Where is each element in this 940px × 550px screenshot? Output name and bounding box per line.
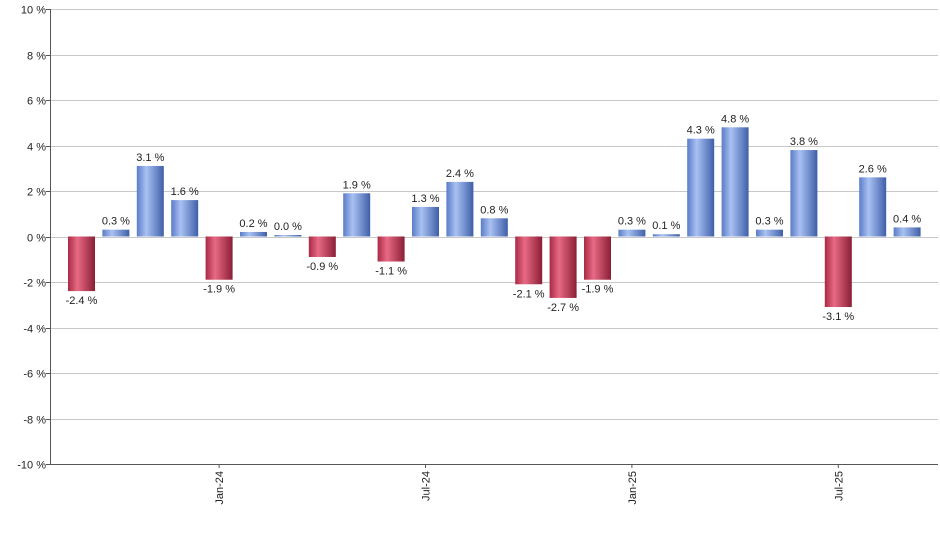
bar-Sep-24 <box>480 218 508 237</box>
data-label: -1.9 % <box>582 284 614 296</box>
data-label: 0.4 % <box>893 213 921 225</box>
bar-Aug-24 <box>446 181 474 237</box>
data-label: 0.8 % <box>480 204 508 216</box>
bar-Apr-24 <box>308 236 336 257</box>
bar-Aug-25 <box>859 177 887 237</box>
bar-Nov-24 <box>549 236 577 298</box>
bar-Dec-23 <box>171 200 199 237</box>
data-label: 0.0 % <box>274 221 302 233</box>
bar-Feb-24 <box>240 231 267 237</box>
y-tick-labels: 10 % 8 % 6 % 4 % 2 % 0 % -2 % -4 % -6 % -8 % -10 % <box>17 5 46 472</box>
bar-Jan-25 <box>618 229 646 237</box>
data-label: 2.4 % <box>446 168 474 180</box>
data-label: 1.6 % <box>171 186 199 198</box>
y-tick-label: 4 % <box>27 142 46 154</box>
gridlines <box>50 9 938 465</box>
bar-Feb-25 <box>652 234 680 237</box>
data-label: 4.3 % <box>687 125 715 137</box>
data-label: 0.3 % <box>618 216 646 228</box>
data-label: 0.3 % <box>102 216 130 228</box>
bar-Jul-25 <box>824 236 852 308</box>
x-tick-label: Jul-24 <box>421 471 433 501</box>
y-tick-label: 0 % <box>27 233 46 245</box>
data-label: 3.8 % <box>790 136 818 148</box>
axes <box>46 9 938 468</box>
data-label: -1.9 % <box>203 284 235 296</box>
data-label: -2.1 % <box>513 288 545 300</box>
y-tick-label: 10 % <box>21 5 46 17</box>
bar-Oct-23 <box>102 229 130 237</box>
x-tick-label: Jul-25 <box>833 471 845 501</box>
data-label: -0.9 % <box>306 261 338 273</box>
x-tick-label: Jan-25 <box>627 471 639 505</box>
bar-Jun-25 <box>790 150 818 237</box>
data-label: 3.1 % <box>136 152 164 164</box>
data-labels: -2.4 % 0.3 % 3.1 % 1.6 % -1.9 % 0.2 % 0.0 % -0.… <box>66 113 922 323</box>
bar-Oct-24 <box>515 236 543 285</box>
data-label: 0.1 % <box>652 220 680 232</box>
bar-Mar-24 <box>274 235 302 237</box>
data-label: 2.6 % <box>859 163 887 175</box>
bar-May-24 <box>343 193 371 237</box>
bars <box>68 127 921 308</box>
data-label: -1.1 % <box>375 266 407 278</box>
bar-Apr-25 <box>721 127 749 237</box>
data-label: 1.3 % <box>411 193 439 205</box>
y-tick-label: -2 % <box>23 278 46 290</box>
bar-Sep-25 <box>893 227 921 237</box>
bar-Dec-24 <box>584 236 611 280</box>
data-label: 0.3 % <box>755 216 783 228</box>
bar-Sep-23 <box>68 236 95 292</box>
bar-Mar-25 <box>687 138 715 237</box>
bar-May-25 <box>756 229 783 237</box>
y-tick-label: 8 % <box>27 51 46 63</box>
y-tick-label: 2 % <box>27 187 46 199</box>
data-label: 0.2 % <box>239 218 267 230</box>
bar-Jun-24 <box>377 236 405 262</box>
bar-Jan-24 <box>205 236 233 280</box>
y-tick-label: -8 % <box>23 415 46 427</box>
data-label: -2.7 % <box>547 302 579 314</box>
y-tick-label: -4 % <box>23 324 46 336</box>
y-tick-label: -6 % <box>23 369 46 381</box>
bar-Jul-24 <box>412 206 439 237</box>
bar-Nov-23 <box>136 165 164 237</box>
data-label: -2.4 % <box>66 295 98 307</box>
x-tick-label: Jan-24 <box>214 471 226 505</box>
data-label: 1.9 % <box>343 179 371 191</box>
y-tick-label: 6 % <box>27 96 46 108</box>
data-label: -3.1 % <box>822 311 854 323</box>
x-tick-labels: Jan-24 Jul-24 Jan-25 Jul-25 <box>214 471 845 505</box>
data-label: 4.8 % <box>721 113 749 125</box>
y-tick-label: -10 % <box>17 460 46 472</box>
